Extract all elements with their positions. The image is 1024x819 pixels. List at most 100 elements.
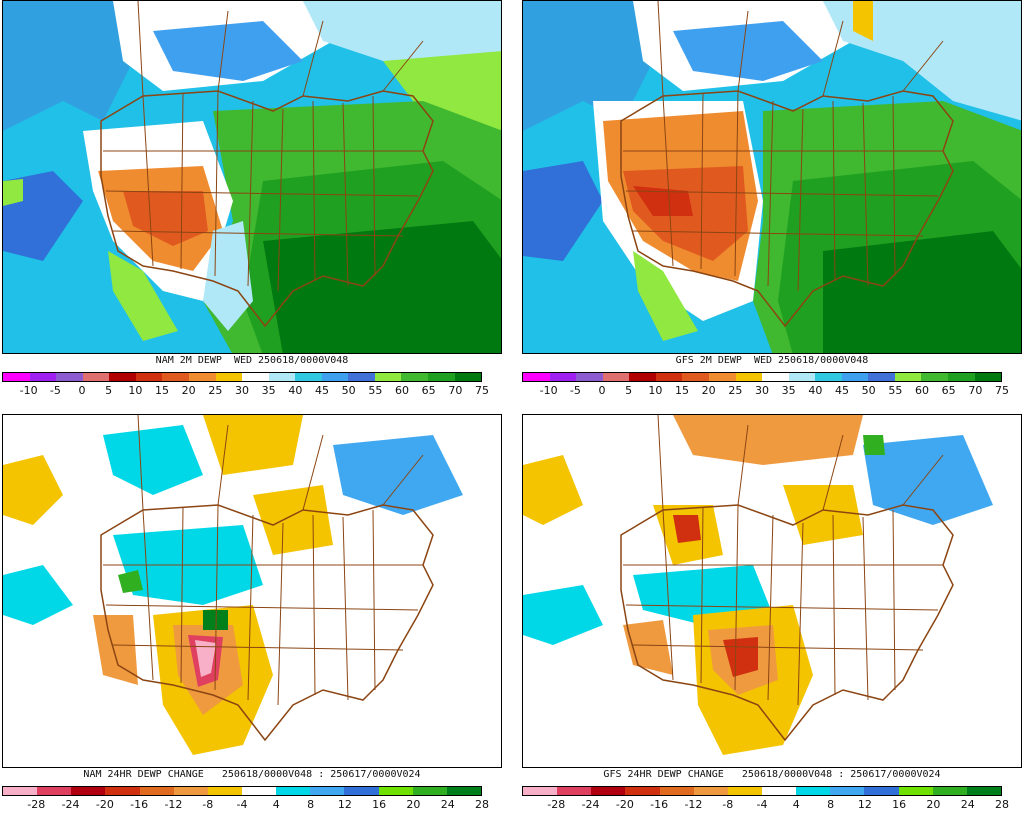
colorbar-tick-label: 75 bbox=[475, 384, 489, 397]
nam-dewp-panel: NAM 2M DEWP WED 250618/0000V048 -10 -5 0 5 1… bbox=[2, 0, 502, 400]
colorbar-tick-label: -24 bbox=[581, 798, 600, 811]
colorbar-tick-label: 20 bbox=[926, 798, 941, 811]
colorbar-swatch bbox=[557, 787, 592, 795]
colorbar-tick-label: 35 bbox=[261, 384, 276, 397]
colorbar-tick-label: -12 bbox=[684, 798, 703, 811]
colorbar-swatch bbox=[932, 787, 967, 795]
gfs-dewp-map-graphic bbox=[523, 1, 1021, 353]
colorbar-swatch bbox=[762, 373, 789, 381]
colorbar-tick-label: 5 bbox=[105, 384, 113, 397]
gfs-change-caption: GFS 24HR DEWP CHANGE 250618/0000V048 : 2… bbox=[603, 769, 941, 780]
colorbar-tick-label: -28 bbox=[27, 798, 46, 811]
gfs-change-map bbox=[522, 414, 1022, 768]
colorbar-swatch bbox=[523, 787, 558, 795]
colorbar-tick-label: 0 bbox=[78, 384, 86, 397]
nam-change-panel: NAM 24HR DEWP CHANGE 250618/0000V048 : 2… bbox=[2, 414, 502, 814]
colorbar-swatch bbox=[56, 373, 83, 381]
colorbar-swatch bbox=[207, 787, 242, 795]
colorbar-swatch bbox=[348, 373, 375, 381]
colorbar-swatch bbox=[3, 373, 30, 381]
colorbar-tick-label: -20 bbox=[615, 798, 634, 811]
colorbar-swatch bbox=[576, 373, 603, 381]
colorbar-tick-label: 8 bbox=[827, 798, 835, 811]
colorbar-tick-label: -10 bbox=[539, 384, 558, 397]
colorbar-swatch bbox=[830, 787, 865, 795]
colorbar-swatch bbox=[71, 787, 106, 795]
colorbar-swatch bbox=[310, 787, 345, 795]
colorbar-swatch bbox=[378, 787, 413, 795]
colorbar-tick-label: 45 bbox=[835, 384, 849, 397]
colorbar-tick-label: 12 bbox=[857, 798, 872, 811]
colorbar-tick-label: 16 bbox=[372, 798, 387, 811]
gfs-change-ticks: -28 -24 -20 -16 -12 -8 -4 4 8 12 16 20 24 28 bbox=[522, 798, 1009, 812]
colorbar-swatch bbox=[693, 787, 728, 795]
colorbar-swatch bbox=[268, 373, 296, 381]
colorbar-tick-label: 4 bbox=[792, 798, 800, 811]
colorbar-swatch bbox=[788, 373, 816, 381]
colorbar-swatch bbox=[948, 373, 975, 381]
nam-dewp-caption: NAM 2M DEWP WED 250618/0000V048 bbox=[155, 355, 349, 366]
colorbar-tick-label: 65 bbox=[421, 384, 436, 397]
nam-dewp-ticks: -10 -5 0 5 10 15 20 25 30 35 40 45 50 55 60 65 70 75 bbox=[2, 384, 489, 398]
colorbar-swatch bbox=[412, 787, 447, 795]
colorbar-tick-label: 10 bbox=[128, 384, 143, 397]
colorbar-swatch bbox=[796, 787, 831, 795]
colorbar-tick-label: 45 bbox=[315, 384, 329, 397]
colorbar-tick-label: 30 bbox=[755, 384, 769, 397]
colorbar-swatch bbox=[321, 373, 349, 381]
colorbar-tick-label: 75 bbox=[995, 384, 1009, 397]
gfs-change-map-graphic bbox=[523, 415, 1021, 767]
gfs-dewp-panel: GFS 2M DEWP WED 250618/0000V048 -10 -5 0 5 1… bbox=[522, 0, 1022, 400]
colorbar-tick-label: 15 bbox=[155, 384, 169, 397]
colorbar-tick-label: 60 bbox=[915, 384, 929, 397]
colorbar-swatch bbox=[727, 787, 762, 795]
colorbar-tick-label: 28 bbox=[475, 798, 489, 811]
colorbar-swatch bbox=[682, 373, 709, 381]
colorbar-swatch bbox=[3, 787, 38, 795]
colorbar-tick-label: 65 bbox=[941, 384, 956, 397]
colorbar-tick-label: 28 bbox=[995, 798, 1009, 811]
colorbar-tick-label: 35 bbox=[781, 384, 796, 397]
colorbar-swatch bbox=[868, 373, 895, 381]
colorbar-tick-label: 30 bbox=[235, 384, 249, 397]
colorbar-swatch bbox=[629, 373, 656, 381]
colorbar-swatch bbox=[841, 373, 869, 381]
colorbar-swatch bbox=[215, 373, 243, 381]
colorbar-swatch bbox=[188, 373, 216, 381]
colorbar-swatch bbox=[602, 373, 630, 381]
gfs-dewp-caption: GFS 2M DEWP WED 250618/0000V048 bbox=[675, 355, 869, 366]
colorbar-swatch bbox=[344, 787, 379, 795]
colorbar-tick-label: 50 bbox=[861, 384, 876, 397]
colorbar-tick-label: 5 bbox=[625, 384, 633, 397]
colorbar-tick-label: -28 bbox=[547, 798, 566, 811]
colorbar-tick-label: 25 bbox=[728, 384, 743, 397]
colorbar-tick-label: -16 bbox=[130, 798, 149, 811]
colorbar-tick-label: 55 bbox=[368, 384, 383, 397]
colorbar-swatch bbox=[241, 787, 277, 795]
colorbar-swatch bbox=[173, 787, 208, 795]
colorbar-swatch bbox=[37, 787, 72, 795]
colorbar-swatch bbox=[864, 787, 899, 795]
colorbar-swatch bbox=[921, 373, 948, 381]
gfs-change-colorbar bbox=[522, 786, 1002, 796]
colorbar-swatch bbox=[29, 373, 57, 381]
colorbar-swatch bbox=[549, 373, 577, 381]
colorbar-swatch bbox=[591, 787, 626, 795]
colorbar-swatch bbox=[966, 787, 1001, 795]
colorbar-tick-label: -4 bbox=[236, 798, 248, 811]
colorbar-swatch bbox=[974, 373, 1002, 381]
colorbar-swatch bbox=[428, 373, 455, 381]
colorbar-tick-label: -5 bbox=[49, 384, 61, 397]
colorbar-tick-label: 4 bbox=[272, 798, 280, 811]
colorbar-swatch bbox=[82, 373, 110, 381]
colorbar-swatch bbox=[659, 787, 694, 795]
colorbar-swatch bbox=[735, 373, 763, 381]
colorbar-tick-label: 24 bbox=[440, 798, 455, 811]
colorbar-tick-label: 20 bbox=[701, 384, 716, 397]
colorbar-tick-label: -20 bbox=[95, 798, 114, 811]
gfs-change-panel: GFS 24HR DEWP CHANGE 250618/0000V048 : 2… bbox=[522, 414, 1022, 814]
nam-change-map-graphic bbox=[3, 415, 501, 767]
colorbar-tick-label: 50 bbox=[341, 384, 356, 397]
colorbar-tick-label: -12 bbox=[164, 798, 183, 811]
colorbar-swatch bbox=[276, 787, 311, 795]
